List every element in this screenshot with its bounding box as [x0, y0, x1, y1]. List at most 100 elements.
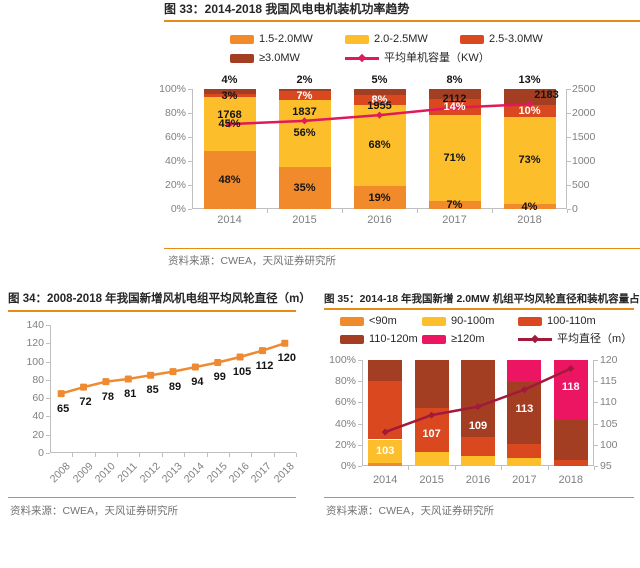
legend-label: ≥120m	[451, 333, 485, 345]
legend-item-100-110m: 100-110m	[518, 315, 596, 327]
line-value-label: 2112	[442, 92, 467, 105]
legend-label: ≥3.0MW	[259, 52, 300, 64]
line-value-label: 118	[561, 381, 580, 394]
point-value-label: 65	[57, 402, 70, 415]
legend-label: <90m	[369, 315, 397, 327]
left-axis-tick: 60%	[334, 396, 356, 409]
legend-item-110-120m: 110-120m	[340, 333, 418, 345]
right-axis-tick: 0	[572, 203, 578, 215]
axis-tickmark	[188, 113, 192, 114]
axis-tickmark	[296, 453, 297, 457]
figure-34-title: 图 34：2008-2018 年我国新增风机电组平均风轮直径（m）	[8, 293, 311, 305]
legend-line-marker	[530, 334, 540, 344]
x-axis-label: 2016	[367, 214, 392, 226]
bar-segment	[353, 89, 406, 95]
left-axis-tick: 60%	[164, 131, 186, 143]
axis-tickmark	[594, 360, 598, 361]
right-axis-tick: 2000	[572, 107, 596, 119]
legend-line-marker	[357, 53, 367, 63]
legend-item--kw-: 平均单机容量（KW）	[345, 52, 490, 64]
axis-tickmark	[46, 361, 50, 363]
axis-tickmark	[358, 444, 362, 446]
axis-tickmark	[188, 137, 192, 138]
axis-tickmark	[567, 113, 571, 114]
bar-segment	[278, 89, 331, 92]
bar-segment	[368, 462, 403, 466]
axis-tickmark	[501, 466, 503, 470]
line-value-label: 113	[515, 402, 534, 415]
legend-label: 2.0-2.5MW	[374, 33, 428, 45]
axis-tickmark	[184, 453, 186, 457]
axis-tickmark	[342, 209, 343, 213]
left-axis-tick: 80	[32, 373, 44, 386]
right-axis-tick: 2500	[572, 83, 596, 95]
axis-tickmark	[594, 466, 598, 467]
point-value-label: 72	[79, 396, 92, 409]
legend-label: 110-120m	[369, 333, 418, 345]
line-value-label: 1768	[217, 109, 242, 122]
left-axis-tick: 40	[32, 410, 44, 423]
axis-tickmark	[267, 209, 268, 213]
bar-segment-label: 8%	[371, 93, 388, 106]
bar-segment	[461, 437, 495, 457]
axis-tickmark	[358, 360, 362, 361]
left-axis-tick: 80%	[334, 375, 356, 388]
left-axis-tick: 40%	[334, 417, 356, 430]
bar-segment	[553, 420, 588, 460]
axis-tickmark	[594, 444, 598, 446]
figure-35-title: 图 35：2014-18 年我国新增 2.0MW 机组平均风轮直径和装机容量占比	[324, 293, 640, 305]
right-axis-tick: 105	[600, 417, 618, 430]
axis-tickmark	[358, 466, 362, 467]
axis-tickmark	[358, 381, 362, 383]
bar-segment	[353, 95, 406, 105]
bar-segment-label: 35%	[293, 182, 316, 194]
x-axis-label: 2017	[442, 214, 467, 226]
right-axis-tick: 120	[600, 354, 618, 366]
axis-tickmark	[188, 185, 192, 186]
legend-swatch-icon	[230, 34, 254, 44]
axis-tickmark	[594, 466, 595, 470]
left-axis-tick: 60	[32, 392, 44, 405]
right-axis-tick: 1000	[572, 155, 596, 167]
left-axis-tick: 100%	[329, 354, 356, 366]
figure-34: 图 34：2008-2018 年我国新增风机电组平均风轮直径（m） 140 120…	[0, 288, 312, 526]
axis-tickmark	[594, 402, 598, 404]
axis-tickmark	[547, 466, 549, 470]
right-axis-tick: 100	[600, 438, 618, 451]
bar-segment-label: 56%	[293, 127, 316, 140]
bar-segment	[414, 360, 449, 408]
line-value-label: 109	[468, 419, 488, 432]
legend-label: 1.5-2.0MW	[259, 33, 313, 45]
axis-tickmark	[139, 453, 141, 457]
axis-tickmark	[46, 343, 50, 345]
bar-segment	[368, 360, 403, 382]
axis-tickmark	[567, 137, 571, 138]
bar-top-label: 5%	[371, 74, 388, 86]
legend-swatch-icon	[230, 53, 254, 63]
bar-segment	[203, 93, 256, 98]
left-axis-tick: 20%	[334, 438, 356, 451]
left-axis-tick: 0%	[170, 203, 186, 215]
left-axis-tick: 140	[26, 319, 44, 331]
bar-segment	[203, 151, 256, 209]
left-axis-tick: 120	[26, 337, 44, 350]
axis-tickmark	[94, 453, 96, 457]
left-axis-tick: 100	[26, 355, 44, 368]
bar-segment	[507, 457, 542, 466]
axis-tickmark	[594, 381, 598, 383]
axis-tickmark	[273, 453, 275, 457]
axis-tickmark	[188, 209, 192, 210]
axis-tickmark	[408, 466, 410, 470]
figure-35: 图 35：2014-18 年我国新增 2.0MW 机组平均风轮直径和装机容量占比…	[318, 288, 640, 526]
bar-segment	[428, 115, 481, 201]
bar-segment	[503, 116, 556, 205]
axis-tickmark	[228, 453, 230, 457]
legend-swatch-icon	[345, 34, 369, 44]
axis-tickmark	[251, 453, 253, 457]
legend-item--3-0mw: ≥3.0MW	[230, 52, 300, 64]
figure-35-source: 资料来源：CWEA，天风证券研究所	[326, 505, 494, 517]
legend-item-1-5-2-0mw: 1.5-2.0MW	[230, 33, 313, 45]
bar-segment-label: 4%	[521, 200, 538, 213]
legend-label: 100-110m	[547, 315, 596, 327]
axis-tickmark	[567, 89, 571, 90]
